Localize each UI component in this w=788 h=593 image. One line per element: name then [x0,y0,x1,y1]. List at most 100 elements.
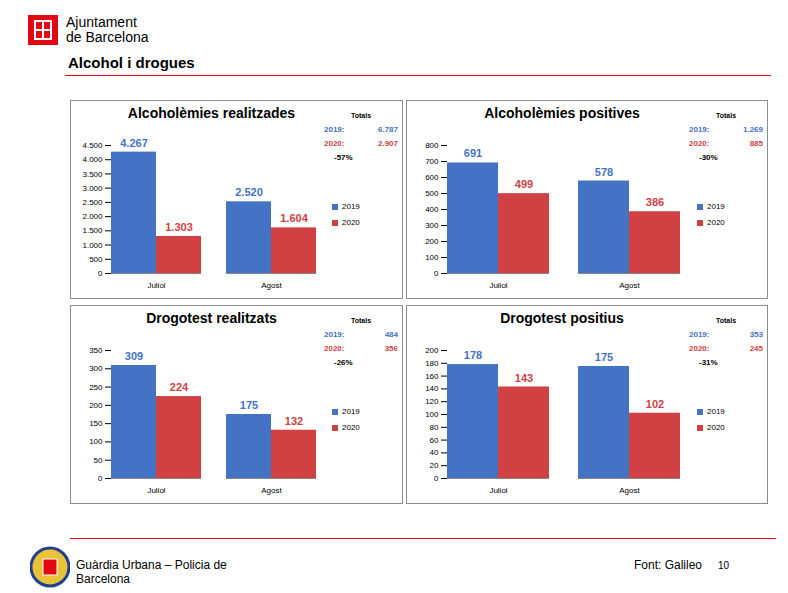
svg-text:1.500: 1.500 [82,226,103,235]
svg-text:499: 499 [515,178,533,190]
html-text:885: 885 [749,139,763,148]
svg-text:150: 150 [89,419,103,428]
html-text:2019: 2019 [707,407,725,416]
svg-text:Agost: Agost [261,486,282,495]
html-text:2019: 2019 [707,202,725,211]
svg-text:Agost: Agost [619,281,640,290]
svg-text:400: 400 [425,205,439,214]
svg-text:1.604: 1.604 [280,212,308,224]
svg-text:Agost: Agost [261,281,282,290]
svg-text:175: 175 [595,351,613,363]
svg-text:Juliol: Juliol [489,281,507,290]
svg-text:140: 140 [425,384,439,393]
html-text:356: 356 [384,344,398,353]
html-text:2019:: 2019: [324,125,345,134]
svg-text:100: 100 [89,437,103,446]
svg-text:1.000: 1.000 [82,241,103,250]
html-text:2019:: 2019: [324,330,345,339]
svg-text:2.000: 2.000 [82,212,103,221]
svg-text:40: 40 [430,448,439,457]
svg-text:60: 60 [430,436,439,445]
html-text:2020: 2020 [342,423,360,432]
svg-text:Juliol: Juliol [147,281,165,290]
html-text:1.269: 1.269 [743,125,763,134]
svg-text:691: 691 [464,147,482,159]
html-text:2019: 2019 [342,202,360,211]
html-text:353: 353 [749,330,763,339]
html-text:484: 484 [384,330,398,339]
svg-text:200: 200 [89,401,103,410]
svg-text:100: 100 [425,410,439,419]
html-text:Drogotest positius: Drogotest positius [500,310,624,326]
svg-text:500: 500 [89,255,103,264]
svg-text:578: 578 [595,166,613,178]
svg-text:Juliol: Juliol [489,486,507,495]
svg-text:600: 600 [425,173,439,182]
html-text:2.907: 2.907 [378,139,398,148]
svg-text:20: 20 [430,461,439,470]
svg-text:0: 0 [434,474,439,483]
svg-text:200: 200 [425,237,439,246]
html-text:Guàrdia Urbana – Policia de: Guàrdia Urbana – Policia de [76,558,227,572]
html-text:-30%: -30% [699,153,718,162]
html-text:2020: 2020 [707,218,725,227]
svg-text:500: 500 [425,189,439,198]
html-text:de Barcelona: de Barcelona [66,29,149,45]
html-text:6.787: 6.787 [378,125,398,134]
svg-text:0: 0 [434,269,439,278]
html-text:-31%: -31% [699,358,718,367]
svg-text:4.500: 4.500 [82,141,103,150]
html-text:10: 10 [718,560,730,571]
svg-text:175: 175 [240,399,258,411]
html-text:2020:: 2020: [689,139,710,148]
html-text:Barcelona: Barcelona [76,572,130,586]
svg-text:224: 224 [170,381,189,393]
svg-text:180: 180 [425,359,439,368]
svg-text:1.303: 1.303 [165,221,193,233]
svg-text:80: 80 [430,423,439,432]
html-text:2020: 2020 [342,218,360,227]
svg-text:2.520: 2.520 [235,186,263,198]
svg-text:4.267: 4.267 [120,137,148,149]
svg-text:2.500: 2.500 [82,198,103,207]
svg-text:300: 300 [425,221,439,230]
html-text:Font: Galileo: Font: Galileo [634,558,702,572]
svg-text:350: 350 [89,346,103,355]
html-text:2020:: 2020: [689,344,710,353]
svg-text:800: 800 [425,141,439,150]
html-text:Alcoholèmies positives: Alcoholèmies positives [484,105,640,121]
svg-text:143: 143 [515,372,533,384]
svg-text:120: 120 [425,397,439,406]
svg-text:132: 132 [285,415,303,427]
html-text:2020:: 2020: [324,139,345,148]
svg-text:300: 300 [89,364,103,373]
svg-text:0: 0 [98,269,103,278]
svg-text:100: 100 [425,253,439,262]
html-text:245: 245 [749,344,763,353]
svg-text:309: 309 [125,350,143,362]
svg-text:Juliol: Juliol [147,486,165,495]
html-text:2020:: 2020: [324,344,345,353]
html-text:2019:: 2019: [689,125,710,134]
svg-text:178: 178 [464,349,482,361]
html-text:2019:: 2019: [689,330,710,339]
svg-text:250: 250 [89,383,103,392]
html-text:-26%: -26% [334,358,353,367]
svg-text:200: 200 [425,346,439,355]
svg-text:0: 0 [98,474,103,483]
html-text:-57%: -57% [334,153,353,162]
svg-text:700: 700 [425,157,439,166]
html-text:Drogotest realitzats: Drogotest realitzats [146,310,277,326]
html-text:Ajuntament: Ajuntament [66,14,137,30]
svg-text:Agost: Agost [619,486,640,495]
svg-text:3.500: 3.500 [82,170,103,179]
svg-text:160: 160 [425,372,439,381]
svg-text:102: 102 [646,398,664,410]
svg-text:4.000: 4.000 [82,155,103,164]
svg-text:50: 50 [94,456,103,465]
html-text:Alcoholèmies realitzades: Alcoholèmies realitzades [127,105,296,121]
html-text:Alcohol i drogues: Alcohol i drogues [68,54,195,71]
svg-text:3.000: 3.000 [82,184,103,193]
html-text:2019: 2019 [342,407,360,416]
svg-text:386: 386 [646,196,664,208]
